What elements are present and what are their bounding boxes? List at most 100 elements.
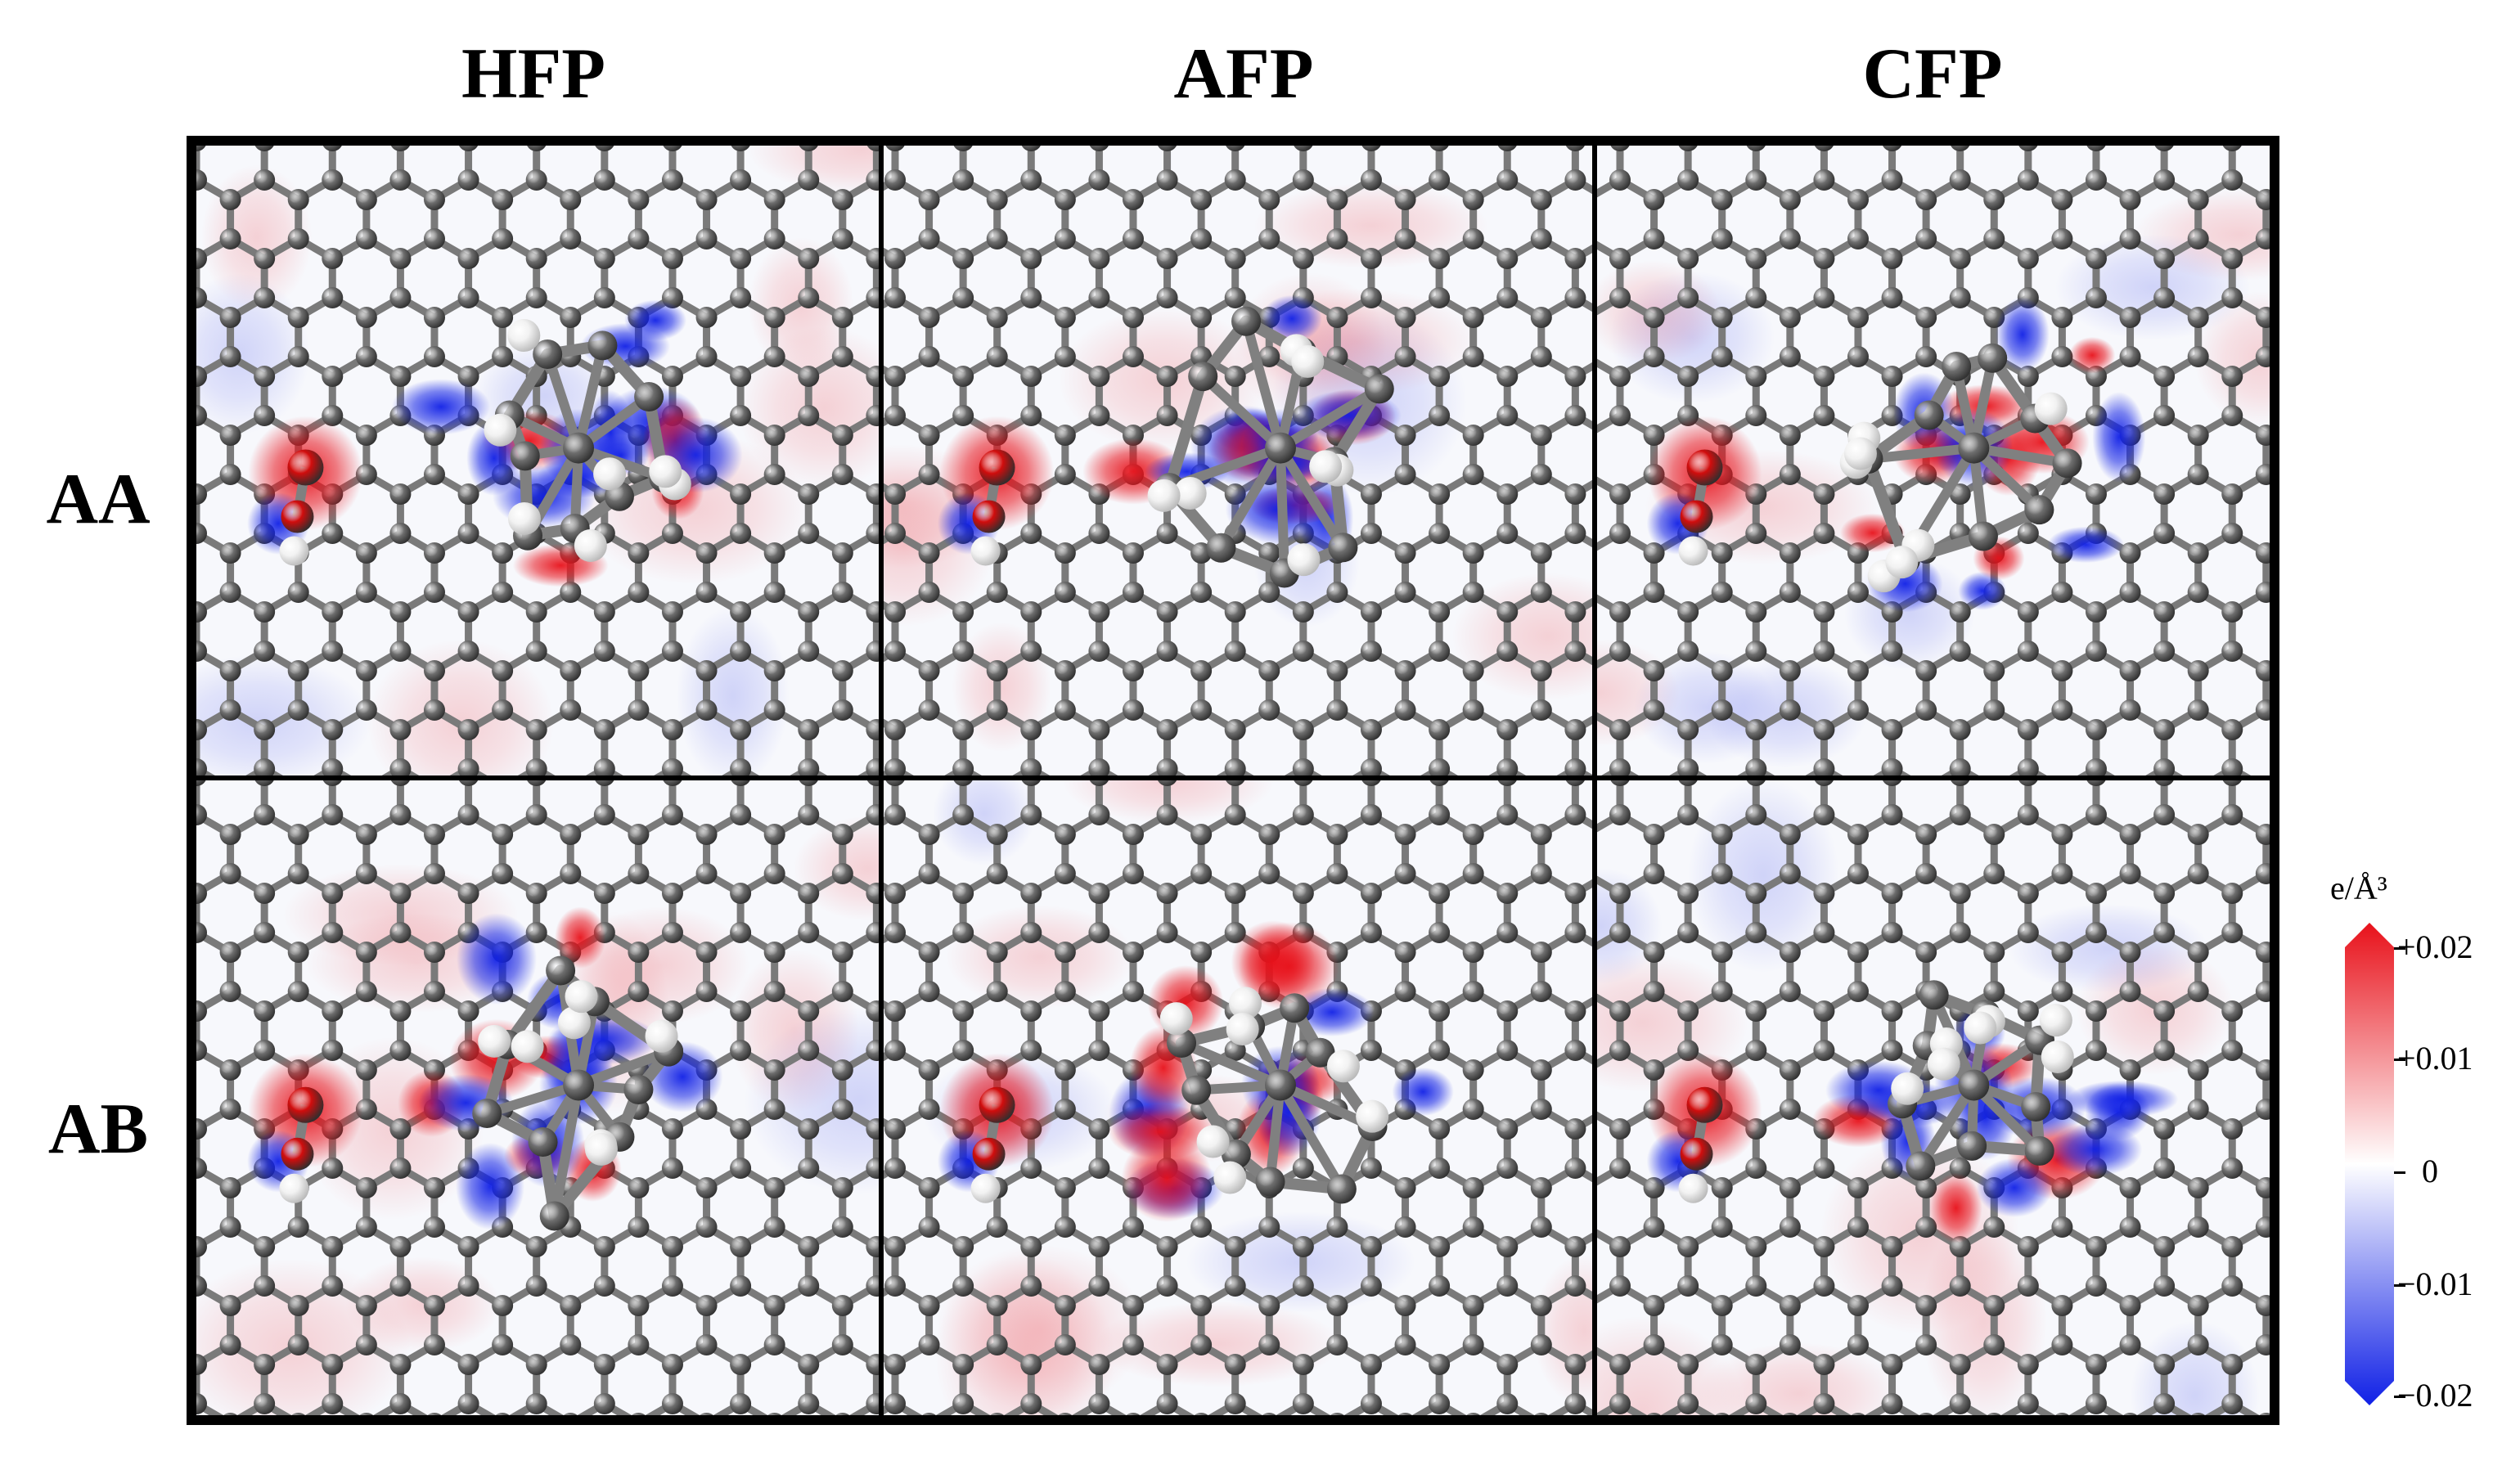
carbon-atom: [219, 1099, 241, 1120]
carbon-atom: [2255, 464, 2270, 485]
carbon-atom: [390, 146, 410, 151]
carbon-atom: [1711, 307, 1733, 328]
carbon-atom: [254, 1000, 276, 1022]
carbon-atom: [730, 1393, 752, 1414]
carbon-atom: [1054, 189, 1076, 210]
carbon-atom: [661, 1118, 683, 1140]
carbon-atom: [1088, 169, 1110, 191]
carbon-atom: [1496, 366, 1519, 387]
carbon-atom: [1462, 307, 1484, 328]
molecule-bond: [1275, 443, 1289, 578]
carbon-atom: [1360, 601, 1382, 623]
carbon-atom: [884, 883, 906, 904]
panel-ab-afp: [884, 780, 1592, 1415]
carbon-atom: [1020, 1275, 1042, 1297]
carbon-atom: [457, 366, 479, 387]
carbon-atom: [389, 169, 412, 191]
carbon-atom: [287, 1216, 309, 1238]
carbon-atom: [628, 942, 650, 963]
carbon-atom: [254, 287, 276, 308]
carbon-atom: [1258, 699, 1280, 721]
oxygen-atom: [281, 1137, 314, 1171]
carbon-atom: [1564, 287, 1586, 308]
carbon-atom: [287, 189, 309, 210]
carbon-atom: [459, 146, 479, 151]
oxygen-atom: [979, 1086, 1015, 1123]
carbon-atom: [884, 719, 906, 740]
carbon-atom: [1847, 228, 1869, 249]
carbon-atom: [1224, 1393, 1246, 1414]
carbon-atom: [389, 804, 412, 825]
charge-depletion: [1958, 571, 2007, 610]
carbon-atom: [2086, 146, 2106, 151]
carbon-atom: [1190, 824, 1213, 845]
carbon-atom: [322, 169, 344, 191]
carbon-atom: [593, 1275, 615, 1297]
carbon-atom: [1530, 425, 1552, 446]
carbon-atom: [2187, 660, 2209, 681]
carbon-atom: [661, 523, 683, 544]
carbon-atom: [219, 582, 241, 603]
carbon-atom: [560, 863, 582, 884]
carbon-atom: [1745, 719, 1767, 740]
carbon-atom: [1847, 699, 1869, 721]
carbon-atom: [1462, 1099, 1484, 1120]
panel-ab-hfp: [196, 780, 879, 1415]
charge-depletion: [2047, 526, 2125, 564]
carbon-atom: [254, 758, 276, 775]
carbon-atom: [593, 169, 615, 191]
molecule-carbon-atom: [2024, 495, 2054, 525]
carbon-atom: [1360, 1158, 1382, 1179]
molecule-nitrogen-atom: [563, 1069, 595, 1101]
carbon-atom: [219, 699, 241, 721]
carbon-atom: [389, 883, 412, 904]
carbon-atom: [1779, 464, 1801, 485]
carbon-atom: [2017, 248, 2039, 269]
carbon-atom: [798, 287, 820, 308]
carbon-atom: [1258, 228, 1280, 249]
carbon-atom: [1258, 346, 1280, 367]
carbon-atom: [1292, 1158, 1314, 1179]
carbon-atom: [1462, 1216, 1484, 1238]
carbon-atom: [798, 758, 820, 775]
carbon-atom: [1292, 1354, 1314, 1375]
carbon-atom: [1711, 346, 1733, 367]
carbon-atom: [423, 1177, 445, 1198]
carbon-atom: [1949, 169, 1971, 191]
carbon-atom: [1497, 146, 1517, 151]
carbon-atom: [1462, 863, 1484, 884]
oxygen-atom: [1686, 449, 1723, 486]
carbon-atom: [457, 248, 479, 269]
carbon-atom: [1643, 228, 1665, 249]
carbon-atom: [2051, 346, 2073, 367]
carbon-atom: [866, 366, 879, 387]
carbon-atom: [1677, 601, 1699, 623]
carbon-atom: [459, 780, 479, 786]
carbon-atom: [986, 660, 1008, 681]
carbon-atom: [389, 601, 412, 623]
hydrogen-atom: [1159, 1002, 1193, 1036]
carbon-atom: [2119, 699, 2141, 721]
carbon-atom: [1530, 824, 1552, 845]
carbon-atom: [254, 1393, 276, 1414]
carbon-atom: [661, 883, 683, 904]
carbon-atom: [2221, 601, 2243, 623]
carbon-atom: [763, 699, 785, 721]
carbon-atom: [1564, 1000, 1586, 1022]
carbon-atom: [593, 641, 615, 662]
carbon-atom: [560, 582, 582, 603]
carbon-atom: [831, 582, 853, 603]
carbon-atom: [1677, 287, 1699, 308]
carbon-atom: [1360, 1354, 1382, 1375]
carbon-atom: [918, 1295, 940, 1316]
carbon-atom: [355, 582, 377, 603]
carbon-atom: [730, 1118, 752, 1140]
carbon-atom: [1394, 824, 1416, 845]
carbon-atom: [1609, 366, 1631, 387]
carbon-atom: [219, 346, 241, 367]
carbon-atom: [1779, 542, 1801, 564]
carbon-atom: [1530, 1059, 1552, 1081]
carbon-atom: [831, 1177, 853, 1198]
carbon-atom: [884, 641, 906, 662]
carbon-atom: [322, 883, 344, 904]
